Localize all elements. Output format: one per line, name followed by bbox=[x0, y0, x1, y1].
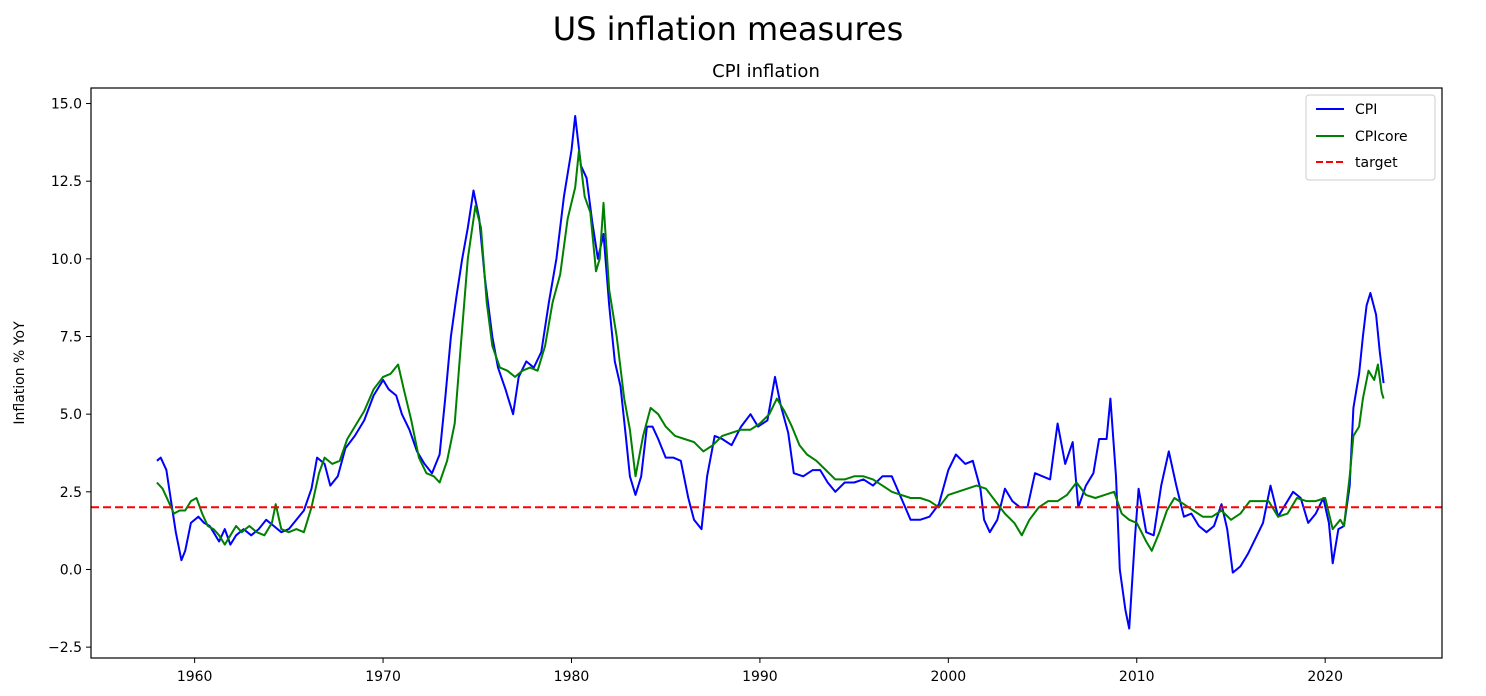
legend: CPI CPIcore target bbox=[1305, 94, 1436, 181]
y-tick-label: 7.5 bbox=[60, 330, 82, 346]
x-tick-label: 2010 bbox=[1119, 669, 1155, 685]
chart-title: CPI inflation bbox=[712, 61, 820, 82]
x-tick-label: 1970 bbox=[365, 669, 401, 685]
legend-label-cpicore: CPIcore bbox=[1355, 129, 1408, 145]
y-tick-label: 5.0 bbox=[60, 407, 82, 423]
y-tick-label: −2.5 bbox=[48, 640, 82, 656]
series-line-cpicore bbox=[156, 149, 1385, 552]
figure-title: US inflation measures bbox=[553, 10, 904, 48]
legend-box bbox=[1305, 94, 1436, 181]
y-axis: −2.5 0.0 2.5 5.0 7.5 10.0 12.5 15.0 bbox=[48, 97, 91, 656]
series-line-cpi bbox=[156, 115, 1385, 630]
x-tick-label: 1960 bbox=[177, 669, 213, 685]
plot-area bbox=[91, 115, 1442, 630]
axes-frame bbox=[90, 87, 1443, 659]
x-tick-label: 1980 bbox=[554, 669, 590, 685]
legend-label-target: target bbox=[1355, 155, 1398, 171]
y-tick-label: 15.0 bbox=[51, 97, 82, 113]
y-tick-label: 0.0 bbox=[60, 562, 82, 578]
x-axis: 1960 1970 1980 1990 2000 2010 2020 bbox=[177, 658, 1343, 685]
y-tick-label: 10.0 bbox=[51, 252, 82, 268]
y-tick-label: 12.5 bbox=[51, 174, 82, 190]
x-tick-label: 1990 bbox=[742, 669, 778, 685]
y-tick-label: 2.5 bbox=[60, 485, 82, 501]
legend-label-cpi: CPI bbox=[1355, 102, 1377, 118]
y-axis-label: Inflation % YoY bbox=[12, 321, 28, 425]
x-tick-label: 2020 bbox=[1307, 669, 1343, 685]
x-tick-label: 2000 bbox=[931, 669, 967, 685]
